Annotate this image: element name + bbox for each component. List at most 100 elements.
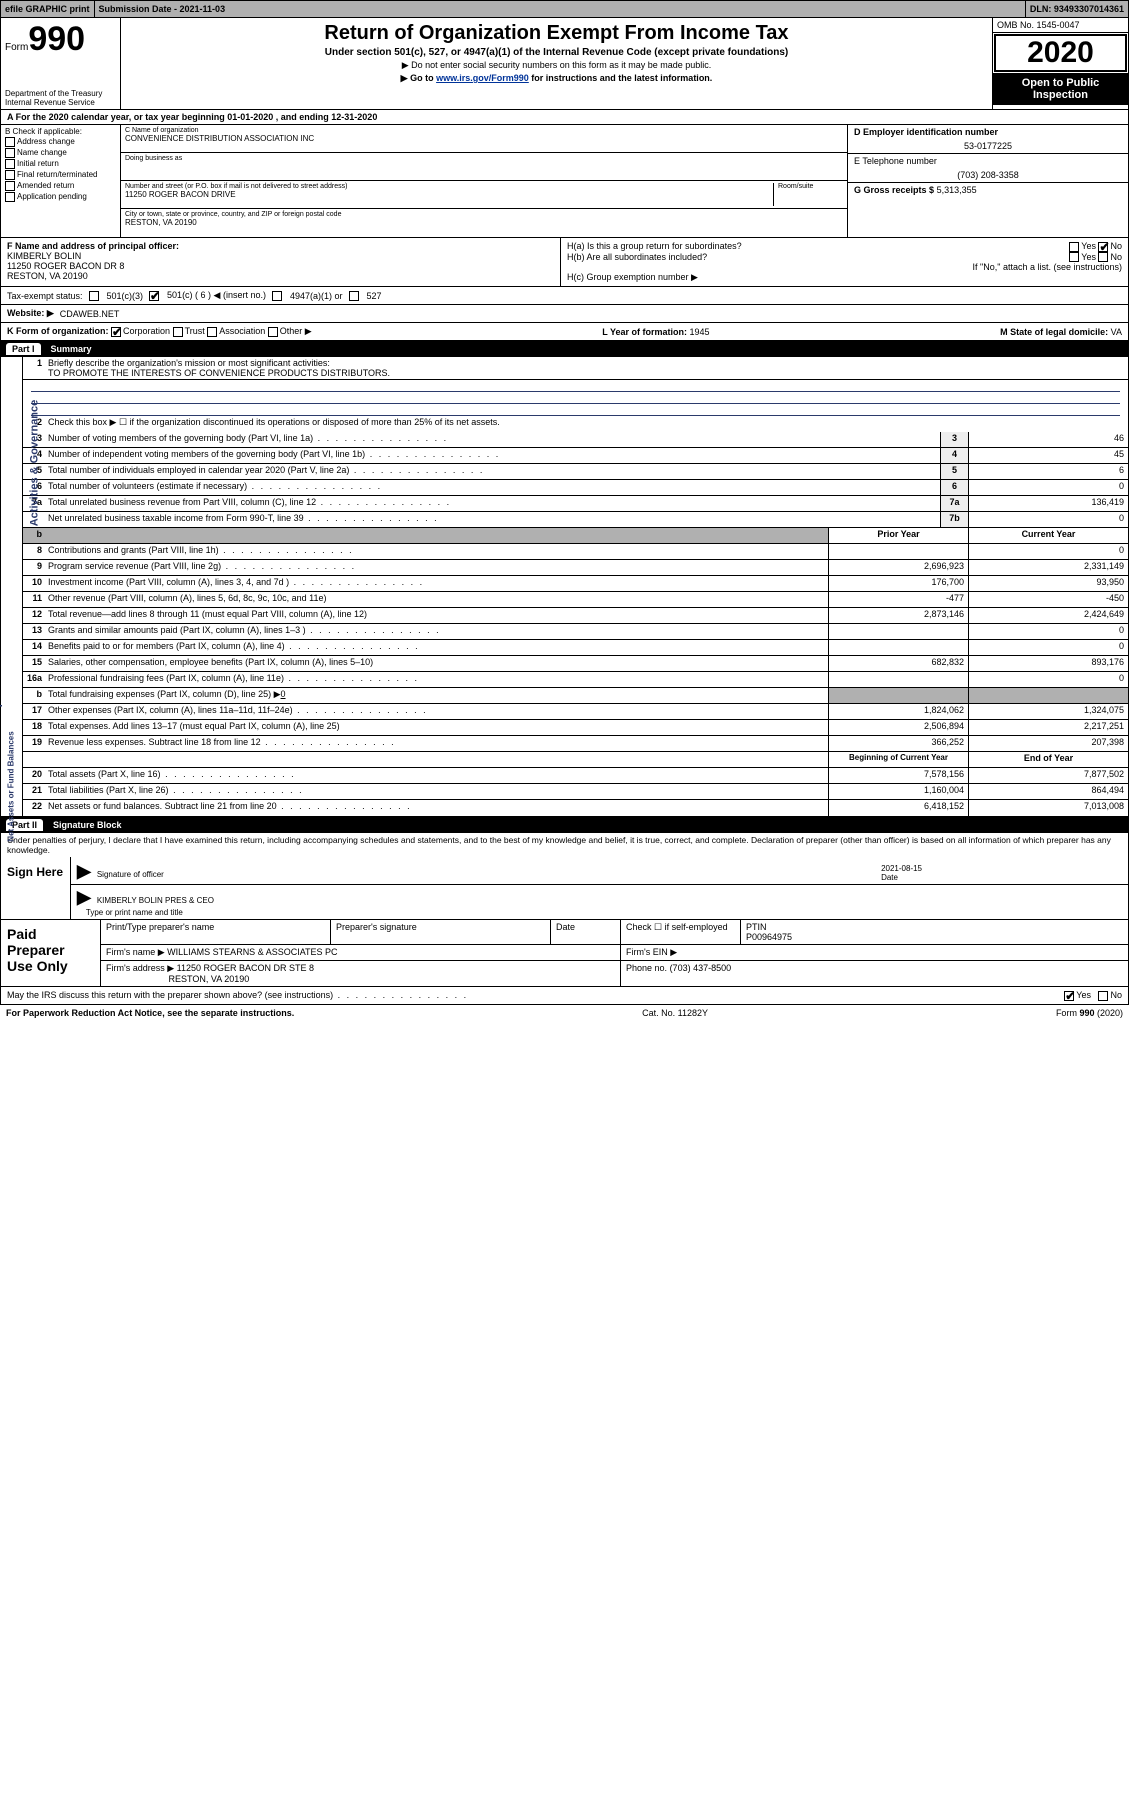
summary-net-assets: Net Assets or Fund Balances Beginning of… [0,752,1129,817]
cb-trust[interactable] [173,327,183,337]
ha-yes[interactable] [1069,242,1079,252]
state-domicile: VA [1111,327,1122,337]
l18-prior: 2,506,894 [828,720,968,735]
form-subtitle-2: ▶ Do not enter social security numbers o… [129,60,984,71]
hc-label: H(c) Group exemption number ▶ [567,272,1122,283]
l4-val: 45 [968,448,1128,463]
officer-addr1: 11250 ROGER BACON DR 8 [7,261,554,271]
cb-amended[interactable]: Amended return [5,181,116,191]
mission-line [31,380,1120,392]
l2-text: Check this box ▶ ☐ if the organization d… [45,416,1128,432]
penalties-declaration: Under penalties of perjury, I declare th… [0,833,1129,857]
side-net: Net Assets or Fund Balances [7,732,16,842]
l12-curr: 2,424,649 [968,608,1128,623]
firm-name: WILLIAMS STEARNS & ASSOCIATES PC [167,947,337,957]
cb-527[interactable] [349,291,359,301]
cb-corporation[interactable] [111,327,121,337]
row-f-h: F Name and address of principal officer:… [0,238,1129,287]
discuss-no[interactable] [1098,991,1108,1001]
l7b-text: Net unrelated business taxable income fr… [45,512,940,527]
ptin-value: P00964975 [746,932,792,942]
l22-text: Net assets or fund balances. Subtract li… [45,800,828,816]
street: 11250 ROGER BACON DRIVE [125,190,773,199]
f-label: F Name and address of principal officer: [7,241,179,251]
cb-other[interactable] [268,327,278,337]
open-line2: Inspection [995,89,1126,101]
part1-tag: Part I [6,343,41,355]
col-c-org-info: C Name of organization CONVENIENCE DISTR… [121,125,848,237]
l4-text: Number of independent voting members of … [45,448,940,463]
open-line1: Open to Public [995,77,1126,89]
l3-val: 46 [968,432,1128,447]
dba-label: Doing business as [125,155,843,162]
cb-501c[interactable] [149,291,159,301]
opt-527: 527 [367,291,382,301]
l16b-val: 0 [281,689,286,699]
l17-prior: 1,824,062 [828,704,968,719]
l13-prior [828,624,968,639]
c-name-label: C Name of organization [125,127,843,134]
opt-501c3: 501(c)(3) [107,291,144,301]
cb-name-change[interactable]: Name change [5,148,116,158]
room-label: Room/suite [778,183,843,190]
sub3-post: for instructions and the latest informat… [529,73,713,83]
cb-initial-return[interactable]: Initial return [5,159,116,169]
opt-corp: Corporation [123,326,170,336]
ha-no[interactable] [1098,242,1108,252]
hdr-beginning: Beginning of Current Year [828,752,968,767]
dept-irs: Internal Revenue Service [5,98,116,107]
sub3-pre: ▶ Go to [401,73,436,83]
paid-preparer-label: Paid Preparer Use Only [1,920,101,986]
l17-curr: 1,324,075 [968,704,1128,719]
form-subtitle-3: ▶ Go to www.irs.gov/Form990 for instruct… [129,73,984,84]
prep-self-employed[interactable]: Check ☐ if self-employed [621,920,741,944]
efile-label[interactable]: efile GRAPHIC print [1,1,95,17]
l20-prior: 7,578,156 [828,768,968,783]
k-label: K Form of organization: [7,326,109,336]
ein-label: D Employer identification number [854,127,1122,137]
cb-association[interactable] [207,327,217,337]
cb-address-change[interactable]: Address change [5,137,116,147]
opt-4947: 4947(a)(1) or [290,291,343,301]
opt-assoc: Association [219,326,265,336]
l15-curr: 893,176 [968,656,1128,671]
row-i-tax-exempt: Tax-exempt status: 501(c)(3) 501(c) ( 6 … [0,287,1129,305]
firm-addr2: RESTON, VA 20190 [169,974,250,984]
form-header: Form990 Department of the Treasury Inter… [0,18,1129,109]
website-label: Website: ▶ [7,308,54,318]
discuss-yes[interactable] [1064,991,1074,1001]
l8-prior [828,544,968,559]
ein-value: 53-0177225 [854,141,1122,151]
cb-501c3[interactable] [89,291,99,301]
cb-final-return[interactable]: Final return/terminated [5,170,116,180]
l16a-curr: 0 [968,672,1128,687]
omb-number: OMB No. 1545-0047 [993,18,1128,33]
part-1-bar: Part I Summary [0,341,1129,357]
l9-prior: 2,696,923 [828,560,968,575]
mission-line [31,404,1120,416]
officer-name: KIMBERLY BOLIN [7,251,554,261]
l21-prior: 1,160,004 [828,784,968,799]
section-bcdefg: B Check if applicable: Address change Na… [0,125,1129,238]
paid-preparer-block: Paid Preparer Use Only Print/Type prepar… [0,920,1129,987]
l11-text: Other revenue (Part VIII, column (A), li… [45,592,828,607]
cb-4947[interactable] [272,291,282,301]
phone-label: E Telephone number [854,156,1122,166]
l10-curr: 93,950 [968,576,1128,591]
cb-application-pending[interactable]: Application pending [5,192,116,202]
opt-501c: 501(c) ( 6 ) ◀ (insert no.) [167,290,266,301]
row-j-website: Website: ▶ CDAWEB.NET [0,305,1129,323]
firm-addr-label: Firm's address ▶ [106,963,174,973]
org-name: CONVENIENCE DISTRIBUTION ASSOCIATION INC [125,134,843,143]
l9-curr: 2,331,149 [968,560,1128,575]
form-title: Return of Organization Exempt From Incom… [129,22,984,45]
hb-no[interactable] [1098,252,1108,262]
l14-curr: 0 [968,640,1128,655]
hb-yes[interactable] [1069,252,1079,262]
submission-date: Submission Date - 2021-11-03 [95,1,1026,17]
part1-title: Summary [51,344,92,354]
l19-text: Revenue less expenses. Subtract line 18 … [45,736,828,751]
instructions-link[interactable]: www.irs.gov/Form990 [436,73,529,83]
l13-curr: 0 [968,624,1128,639]
m-label: M State of legal domicile: [1000,327,1108,337]
